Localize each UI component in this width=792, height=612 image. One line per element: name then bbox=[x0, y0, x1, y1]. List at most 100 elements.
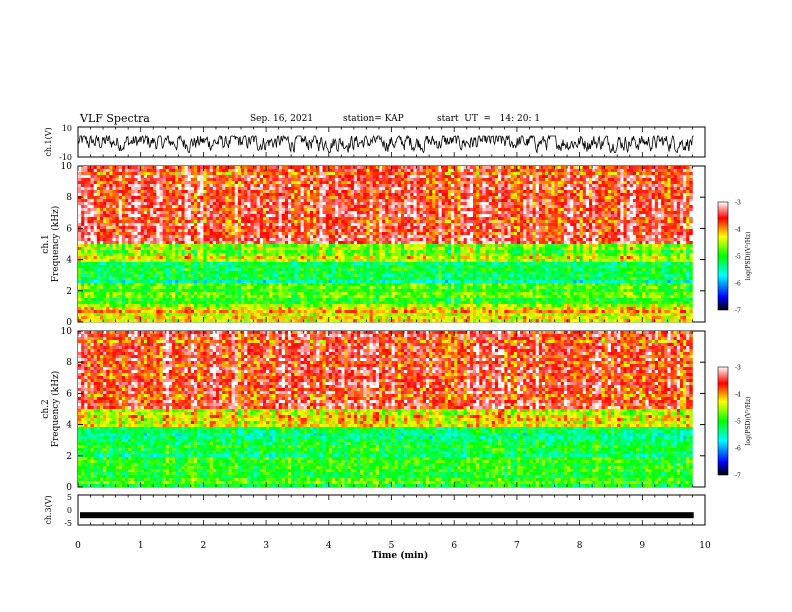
spectrogram-cell bbox=[397, 223, 402, 227]
spectrogram-cell bbox=[629, 238, 634, 242]
spectrogram-cell bbox=[689, 229, 693, 233]
spectrogram-cell bbox=[203, 178, 207, 182]
spectrogram-cell bbox=[328, 205, 333, 209]
spectrogram-cell bbox=[206, 208, 210, 212]
spectrogram-cell bbox=[300, 214, 305, 218]
spectrogram-cell bbox=[482, 169, 486, 173]
spectrogram-cell bbox=[485, 175, 489, 179]
spectrogram-cell bbox=[341, 238, 345, 242]
spectrogram-cell bbox=[322, 187, 326, 191]
spectrogram-cell bbox=[281, 220, 286, 224]
spectrogram-cell bbox=[592, 184, 596, 188]
spectrogram-cell bbox=[560, 226, 565, 230]
spectrogram-cell bbox=[262, 211, 267, 215]
spectrogram-cell bbox=[288, 202, 292, 206]
spectrogram-cell bbox=[648, 187, 653, 191]
spectrogram-cell bbox=[469, 229, 474, 233]
spectrogram-cell bbox=[507, 169, 511, 173]
spectrogram-cell bbox=[676, 175, 681, 179]
spectrogram-cell bbox=[335, 172, 339, 176]
spectrogram-cell bbox=[300, 181, 305, 185]
spectrogram-cell bbox=[554, 220, 558, 224]
spectrogram-cell bbox=[178, 190, 182, 194]
spectrogram-cell bbox=[269, 223, 273, 227]
spectrogram-cell bbox=[150, 214, 154, 218]
spectrogram-cell bbox=[607, 202, 612, 206]
spectrogram-cell bbox=[661, 208, 665, 212]
spectrogram-cell bbox=[256, 199, 261, 203]
spectrogram-cell bbox=[460, 193, 464, 197]
spectrogram-cell bbox=[165, 226, 170, 230]
spectrogram-cell bbox=[510, 217, 515, 221]
spectrogram-cell bbox=[485, 166, 489, 170]
spectrogram-cell bbox=[237, 214, 242, 218]
spectrogram-cell bbox=[595, 214, 599, 218]
spectrogram-cell bbox=[422, 217, 427, 221]
spectrogram-cell bbox=[165, 184, 170, 188]
spectrogram-cell bbox=[592, 235, 596, 239]
spectrogram-cell bbox=[103, 223, 107, 227]
spectrogram-cell bbox=[350, 208, 355, 212]
spectrogram-cell bbox=[325, 181, 330, 185]
spectrogram-cell bbox=[595, 181, 599, 185]
spectrogram-cell bbox=[366, 223, 370, 227]
spectrogram-cell bbox=[228, 238, 232, 242]
spectrogram-cell bbox=[331, 235, 336, 239]
spectrogram-cell bbox=[400, 187, 405, 191]
spectrogram-cell bbox=[369, 199, 373, 203]
spectrogram-cell bbox=[156, 214, 160, 218]
spectrogram-cell bbox=[485, 226, 489, 230]
spectrogram-cell bbox=[560, 178, 565, 182]
spectrogram-cell bbox=[197, 184, 201, 188]
spectrogram-cell bbox=[617, 235, 621, 239]
spectrogram-cell bbox=[363, 205, 367, 209]
spectrogram-cell bbox=[84, 217, 88, 221]
spectrogram-cell bbox=[353, 232, 358, 236]
spectrogram-cell bbox=[278, 217, 283, 221]
spectrogram-cell bbox=[636, 181, 640, 185]
spectrogram-cell bbox=[454, 172, 458, 176]
spectrogram-cell bbox=[341, 181, 345, 185]
spectrogram-cell bbox=[87, 181, 91, 185]
spectrogram-cell bbox=[476, 178, 480, 182]
spectrogram-cell bbox=[363, 166, 367, 170]
spectrogram-cell bbox=[507, 199, 511, 203]
spectrogram-cell bbox=[683, 166, 687, 170]
spectrogram-cell bbox=[648, 223, 653, 227]
spectrogram-cell bbox=[488, 196, 493, 200]
spectrogram-cell bbox=[153, 241, 157, 245]
spectrogram-cell bbox=[388, 235, 392, 239]
spectrogram-cell bbox=[150, 178, 154, 182]
spectrogram-cell bbox=[670, 193, 674, 197]
spectrogram-cell bbox=[473, 214, 477, 218]
spectrogram-cell bbox=[237, 193, 242, 197]
spectrogram-cell bbox=[313, 238, 317, 242]
spectrogram-cell bbox=[215, 235, 220, 239]
spectrogram-cell bbox=[156, 196, 160, 200]
spectrogram-cell bbox=[262, 235, 267, 239]
spectrogram-cell bbox=[288, 178, 292, 182]
spectrogram-cell bbox=[563, 229, 568, 233]
spectrogram-cell bbox=[626, 199, 631, 203]
spectrogram-cell bbox=[563, 175, 568, 179]
spectrogram-cell bbox=[654, 208, 659, 212]
spectrogram-cell bbox=[416, 229, 421, 233]
spectrogram-cell bbox=[607, 184, 612, 188]
spectrogram-cell bbox=[247, 241, 251, 245]
spectrogram-cell bbox=[535, 199, 540, 203]
spectrogram-cell bbox=[479, 193, 483, 197]
spectrogram-cell bbox=[526, 211, 530, 215]
spectrogram-cell bbox=[306, 226, 311, 230]
spectrogram-cell bbox=[344, 166, 348, 170]
spectrogram-cell bbox=[112, 187, 116, 191]
spectrogram-cell bbox=[96, 166, 101, 170]
spectrogram-cell bbox=[582, 217, 587, 221]
spectrogram-cell bbox=[548, 172, 552, 176]
spectrogram-cell bbox=[676, 232, 681, 236]
spectrogram-cell bbox=[322, 229, 326, 233]
spectrogram-cell bbox=[457, 226, 461, 230]
spectrogram-cell bbox=[84, 238, 88, 242]
spectrogram-cell bbox=[469, 214, 474, 218]
spectrogram-cell bbox=[617, 226, 621, 230]
spectrogram-cell bbox=[476, 217, 480, 221]
